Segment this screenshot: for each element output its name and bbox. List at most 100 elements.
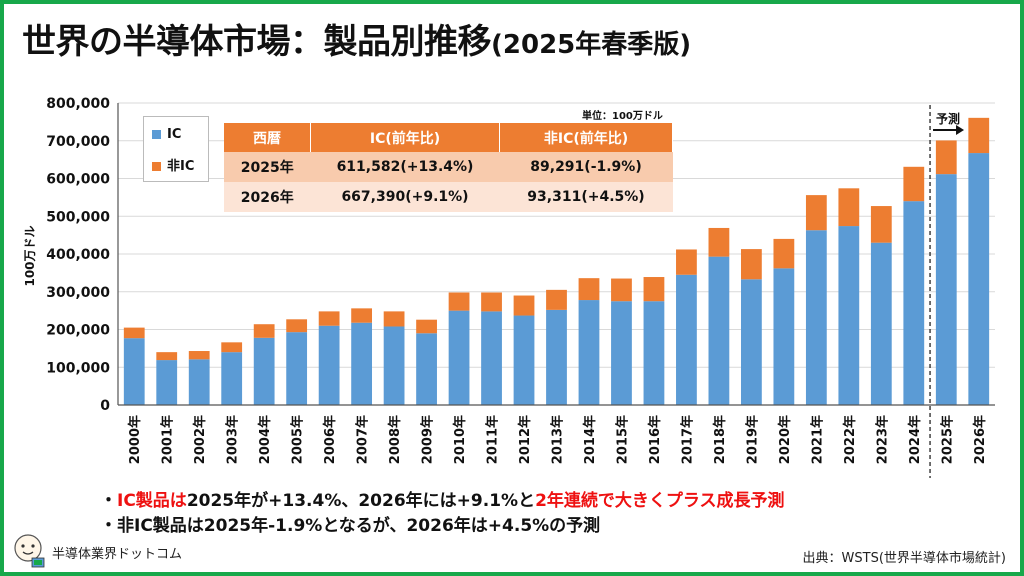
legend-swatch-ic bbox=[152, 130, 161, 139]
x-tick-label: 2014年 bbox=[582, 415, 598, 464]
table-row: 2026年 667,390(+9.1%) 93,311(+4.5%) bbox=[224, 182, 673, 212]
bar-non-ic bbox=[838, 188, 860, 227]
forecast-arrowhead-icon bbox=[956, 125, 965, 135]
title-main: 世界の半導体市場：製品別推移 bbox=[22, 22, 492, 62]
bar-non-ic bbox=[156, 352, 178, 361]
bar-non-ic bbox=[611, 278, 632, 302]
bar-non-ic bbox=[935, 140, 957, 175]
table-row: 2025年 611,582(+13.4%) 89,291(-1.9%) bbox=[224, 152, 673, 182]
bar-ic bbox=[188, 359, 210, 405]
page-title: 世界の半導体市場：製品別推移(2025年春季版) bbox=[22, 14, 691, 63]
legend-label-ic: IC bbox=[167, 127, 182, 142]
bar-ic bbox=[481, 311, 502, 405]
bar-non-ic bbox=[286, 319, 308, 333]
y-tick-labels: 0 100,000 200,000 300,000 400,000 500,000 600,… bbox=[46, 96, 110, 414]
bar-non-ic bbox=[968, 117, 990, 154]
bar-non-ic bbox=[481, 292, 502, 312]
table-header: IC(前年比) bbox=[310, 123, 500, 152]
x-tick-label: 2021年 bbox=[809, 415, 825, 464]
y-tick-label: 600,000 bbox=[46, 172, 110, 188]
x-tick-label: 2018年 bbox=[712, 415, 728, 464]
bar-ic bbox=[546, 309, 567, 405]
bar-ic bbox=[318, 325, 340, 405]
x-tick-label: 2010年 bbox=[452, 415, 468, 464]
y-tick-label: 300,000 bbox=[46, 285, 110, 301]
table-cell: 667,390(+9.1%) bbox=[310, 182, 500, 212]
y-tick-label: 500,000 bbox=[46, 209, 110, 225]
x-tick-label: 2022年 bbox=[842, 415, 858, 464]
bar-ic bbox=[286, 332, 308, 405]
bar-ic bbox=[578, 300, 600, 405]
x-tick-label: 2005年 bbox=[290, 415, 306, 464]
bar-ic bbox=[513, 315, 535, 405]
title-sub: (2025年春季版) bbox=[491, 30, 692, 60]
table-header: 西暦 bbox=[224, 123, 311, 152]
x-tick-label: 2000年 bbox=[127, 415, 143, 464]
y-tick-label: 200,000 bbox=[46, 323, 110, 339]
bar-ic bbox=[643, 301, 665, 405]
bar-non-ic bbox=[123, 327, 145, 339]
y-axis-label: 100万ドル bbox=[23, 225, 37, 286]
bar-non-ic bbox=[708, 227, 730, 257]
x-tick-label: 2008年 bbox=[387, 415, 403, 464]
table-cell: 611,582(+13.4%) bbox=[310, 152, 500, 182]
table-header: 非IC(前年比) bbox=[499, 123, 673, 152]
bar-non-ic bbox=[546, 289, 567, 310]
mascot-logo-icon bbox=[14, 534, 45, 568]
x-tick-label: 2013年 bbox=[550, 415, 566, 464]
bar-ic bbox=[383, 326, 405, 405]
bar-non-ic bbox=[318, 311, 340, 326]
x-tick-label: 2024年 bbox=[907, 415, 923, 464]
axes bbox=[117, 103, 995, 406]
note-bullet: ・ bbox=[100, 491, 117, 511]
bar-ic bbox=[740, 279, 762, 405]
bar-non-ic bbox=[513, 295, 535, 316]
bar-ic bbox=[448, 310, 470, 405]
bar-ic bbox=[870, 242, 892, 405]
x-tick-label: 2023年 bbox=[874, 415, 890, 464]
brand-name: 半導体業界ドットコム bbox=[52, 547, 183, 562]
note-ic-body: 2025年が+13.4%、2026年には+9.1%と bbox=[186, 491, 536, 511]
x-tick-label: 2017年 bbox=[679, 415, 695, 464]
bar-ic bbox=[968, 153, 990, 405]
bar-non-ic bbox=[448, 292, 470, 311]
bar-ic bbox=[935, 174, 957, 405]
bar-ic bbox=[805, 230, 827, 405]
bar-non-ic bbox=[383, 311, 405, 327]
bar-ic bbox=[708, 256, 730, 405]
forecast-label: 予測 bbox=[936, 111, 960, 126]
bar-non-ic bbox=[253, 324, 275, 338]
bar-ic bbox=[351, 322, 373, 405]
forecast-marker: 予測 bbox=[929, 105, 965, 478]
table-header-row: 西暦 IC(前年比) 非IC(前年比) bbox=[224, 123, 673, 152]
table-cell: 89,291(-1.9%) bbox=[499, 152, 673, 182]
x-tick-label: 2003年 bbox=[225, 415, 241, 464]
x-tick-label: 2016年 bbox=[647, 415, 663, 464]
x-tick-labels: 2000年 2001年 2002年 2003年 2004年 2005年 2006年 2007年… bbox=[127, 415, 988, 464]
forecast-table: 西暦 IC(前年比) 非IC(前年比) 2025年 611,582(+13.4%… bbox=[224, 123, 673, 212]
bar-ic bbox=[903, 201, 925, 405]
bar-non-ic bbox=[740, 249, 762, 280]
y-tick-label: 800,000 bbox=[46, 96, 110, 112]
source-note: 出典：WSTS(世界半導体市場統計) bbox=[802, 551, 1006, 566]
table-unit: 単位：100万ドル bbox=[582, 111, 663, 122]
y-tick-label: 100,000 bbox=[46, 360, 110, 376]
x-tick-label: 2009年 bbox=[420, 415, 436, 464]
y-tick-label: 700,000 bbox=[46, 134, 110, 150]
y-tick-label: 0 bbox=[100, 398, 110, 414]
bars bbox=[123, 117, 990, 405]
table-cell: 2026年 bbox=[224, 182, 311, 212]
chart-legend: IC 非IC bbox=[143, 116, 209, 182]
x-tick-label: 2012年 bbox=[517, 415, 533, 464]
x-tick-label: 2011年 bbox=[485, 415, 501, 464]
bar-ic bbox=[611, 301, 632, 405]
x-tick-label: 2015年 bbox=[614, 415, 630, 464]
bar-non-ic bbox=[643, 277, 665, 302]
note-ic: ・IC製品は2025年が+13.4%、2026年には+9.1%と2年連続で大きく… bbox=[100, 486, 785, 511]
y-tick-label: 400,000 bbox=[46, 247, 110, 263]
bar-non-ic bbox=[676, 249, 697, 275]
bar-non-ic bbox=[221, 342, 243, 353]
legend-label-non-ic: 非IC bbox=[167, 159, 195, 174]
bar-non-ic bbox=[805, 195, 827, 231]
